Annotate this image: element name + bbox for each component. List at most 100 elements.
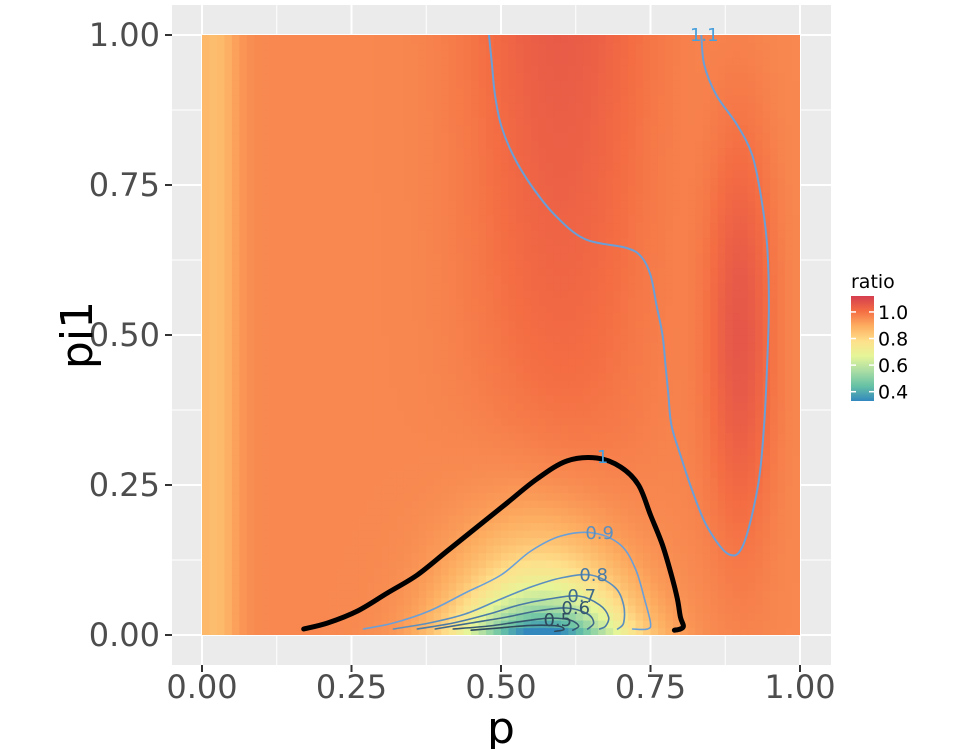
heatmap-cell [575, 95, 584, 104]
heatmap-cell [478, 65, 487, 74]
heatmap-cell [299, 402, 308, 411]
heatmap-cell [314, 110, 323, 119]
heatmap-cell [269, 252, 278, 261]
heatmap-cell [560, 72, 569, 81]
heatmap-cell [448, 357, 457, 366]
heatmap-cell [635, 560, 644, 569]
heatmap-cell [284, 425, 293, 434]
heatmap-cell [456, 492, 465, 501]
heatmap-cell [605, 507, 614, 516]
heatmap-cell [358, 380, 368, 389]
heatmap-cell [433, 387, 442, 396]
heatmap-cell [261, 177, 270, 186]
heatmap-cell [486, 132, 495, 141]
heatmap-cell [388, 65, 397, 74]
heatmap-cell [321, 342, 330, 351]
heatmap-cell [396, 282, 405, 291]
heatmap-cell [358, 447, 368, 456]
heatmap-cell [478, 620, 487, 629]
heatmap-cell [291, 87, 300, 96]
heatmap-cell [276, 57, 285, 66]
heatmap-cell [493, 312, 502, 321]
heatmap-cell [254, 605, 263, 614]
heatmap-cell [239, 42, 248, 51]
heatmap-cell [396, 470, 405, 479]
heatmap-cell [553, 305, 562, 314]
heatmap-cell [396, 297, 405, 306]
heatmap-cell [456, 567, 465, 576]
heatmap-cell [403, 425, 412, 434]
heatmap-cell [216, 560, 226, 569]
heatmap-cell [358, 312, 368, 321]
heatmap-cell [366, 155, 375, 164]
heatmap-cell [493, 567, 502, 576]
heatmap-cell [515, 282, 525, 291]
heatmap-cell [366, 387, 375, 396]
heatmap-cell [441, 575, 450, 584]
heatmap-cell [471, 260, 480, 269]
heatmap-cell [620, 155, 629, 164]
heatmap-cell [620, 500, 629, 509]
heatmap-cell [276, 237, 285, 246]
heatmap-cell [344, 500, 353, 509]
heatmap-cell [418, 80, 427, 89]
heatmap-cell [515, 177, 525, 186]
heatmap-cell [456, 192, 465, 201]
heatmap-cell [351, 560, 360, 569]
heatmap-cell [448, 530, 457, 539]
heatmap-cell [635, 267, 644, 276]
heatmap-cell [456, 425, 465, 434]
heatmap-cell [373, 222, 382, 231]
heatmap-cell [650, 380, 659, 389]
heatmap-cell [643, 312, 652, 321]
heatmap-cell [635, 395, 644, 404]
heatmap-cell [366, 200, 375, 209]
heatmap-cell [388, 215, 397, 224]
heatmap-cell [657, 305, 667, 314]
heatmap-cell [216, 110, 226, 119]
heatmap-cell [231, 447, 240, 456]
heatmap-cell [478, 177, 487, 186]
heatmap-cell [329, 537, 338, 546]
heatmap-cell [590, 260, 599, 269]
heatmap-cell [448, 230, 457, 239]
heatmap-cell [381, 597, 390, 606]
heatmap-cell [620, 275, 629, 284]
heatmap-cell [523, 477, 532, 486]
heatmap-cell [366, 170, 375, 179]
heatmap-cell [224, 170, 233, 179]
heatmap-cell [291, 560, 300, 569]
heatmap-cell [568, 125, 577, 134]
heatmap-cell [545, 485, 554, 494]
heatmap-cell [344, 65, 353, 74]
heatmap-cell [418, 50, 427, 59]
heatmap-cell [209, 155, 218, 164]
heatmap-cell [344, 455, 353, 464]
heatmap-cell [613, 417, 622, 426]
heatmap-cell [329, 215, 338, 224]
heatmap-cell [620, 260, 629, 269]
heatmap-cell [388, 380, 397, 389]
heatmap-cell [276, 365, 285, 374]
heatmap-cell [246, 282, 255, 291]
heatmap-cell [635, 297, 644, 306]
heatmap-cell [411, 102, 420, 111]
heatmap-cell [276, 110, 285, 119]
heatmap-cell [515, 552, 525, 561]
heatmap-cell [231, 432, 240, 441]
heatmap-cell [366, 605, 375, 614]
heatmap-cell [261, 57, 270, 66]
heatmap-cell [553, 155, 562, 164]
heatmap-cell [396, 350, 405, 359]
heatmap-cell [269, 350, 278, 359]
heatmap-cell [381, 492, 390, 501]
heatmap-cell [530, 200, 539, 209]
heatmap-cell [209, 477, 218, 486]
heatmap-cell [216, 215, 226, 224]
heatmap-cell [583, 575, 592, 584]
heatmap-cell [441, 87, 450, 96]
heatmap-cell [351, 87, 360, 96]
heatmap-cell [344, 50, 353, 59]
heatmap-cell [560, 530, 569, 539]
heatmap-cell [501, 335, 510, 344]
